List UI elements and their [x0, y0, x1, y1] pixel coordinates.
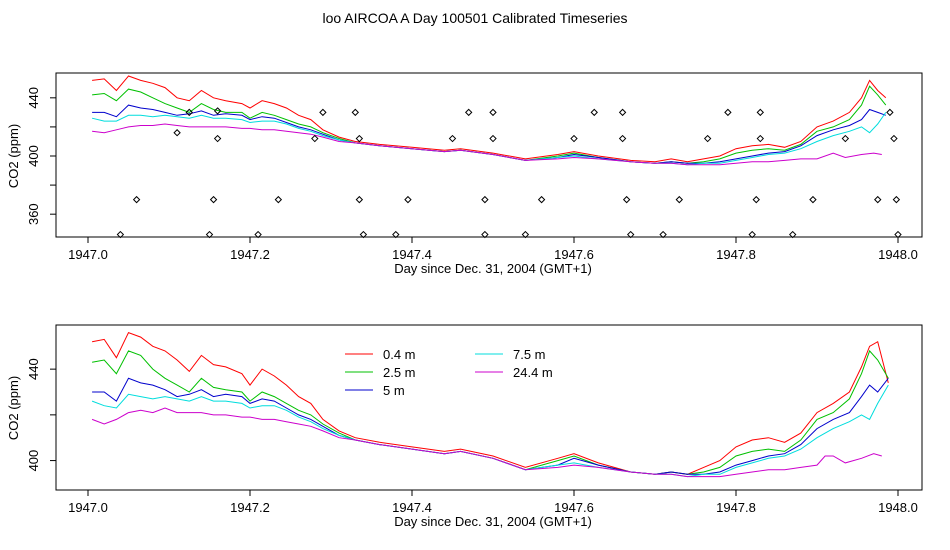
diamond-marker	[213, 107, 222, 115]
page-title: loo AIRCOA A Day 100501 Calibrated Times…	[322, 10, 628, 26]
diamond-marker	[209, 195, 218, 204]
x-tick-label: 1947.6	[554, 500, 594, 515]
diamond-marker	[464, 108, 473, 117]
diamond-marker	[521, 230, 530, 239]
diamond-marker	[724, 108, 732, 117]
series-line-2	[92, 85, 887, 164]
x-tick-label: 1948.0	[878, 247, 918, 262]
diamond-marker	[886, 108, 894, 117]
diamond-marker	[788, 230, 797, 239]
diamond-marker	[355, 134, 364, 143]
series-line-1	[92, 331, 889, 475]
diamond-marker	[392, 230, 400, 239]
diamond-marker	[894, 230, 902, 239]
diamond-marker	[890, 134, 898, 143]
legend-label: 2.5 m	[383, 365, 416, 380]
diamond-marker	[809, 195, 817, 204]
diamond-marker	[359, 230, 368, 239]
diamond-marker	[618, 134, 627, 143]
diamond-marker	[274, 195, 283, 204]
diamond-marker	[319, 108, 327, 117]
diamond-marker	[703, 134, 712, 143]
x-tick-label: 1947.0	[68, 500, 108, 515]
x-tick-label: 1947.2	[230, 247, 270, 262]
x-tick-label: 1947.2	[230, 500, 270, 515]
x-tick-label: 1947.6	[554, 247, 594, 262]
diamond-marker	[116, 230, 125, 239]
diamond-marker	[205, 230, 214, 239]
legend-label: 5 m	[383, 383, 405, 398]
diamond-marker	[355, 195, 364, 204]
legend-label: 0.4 m	[383, 347, 416, 362]
diamond-marker	[618, 108, 627, 117]
x-axis-label: Day since Dec. 31, 2004 (GMT+1)	[394, 261, 592, 276]
diamond-marker	[489, 108, 497, 117]
diamond-marker	[489, 134, 497, 143]
series-line-1	[92, 75, 887, 163]
diamond-marker	[874, 195, 882, 204]
diamond-marker	[132, 195, 141, 204]
y-tick-label: 440	[26, 87, 41, 109]
diamond-marker	[570, 134, 578, 143]
y-tick-label: 440	[26, 358, 41, 380]
y-axis-label: CO2 (ppm)	[6, 376, 21, 440]
diamond-marker	[404, 195, 412, 204]
diamond-marker	[752, 195, 760, 204]
diamond-marker	[311, 134, 319, 143]
y-tick-label: 400	[26, 450, 41, 472]
y-tick-label: 360	[26, 203, 41, 225]
diamond-marker	[213, 134, 222, 143]
legend-label: 24.4 m	[513, 365, 553, 380]
series-line-5	[92, 123, 882, 166]
diamond-marker	[756, 134, 765, 143]
series-line-4	[91, 112, 887, 166]
x-tick-label: 1947.0	[68, 247, 108, 262]
diamond-marker	[173, 129, 181, 137]
x-tick-label: 1947.8	[716, 247, 756, 262]
x-axis-label: Day since Dec. 31, 2004 (GMT+1)	[394, 514, 592, 529]
series-line-3	[92, 377, 889, 475]
diamond-marker	[481, 230, 489, 239]
series-line-4	[91, 384, 889, 478]
diamond-marker	[892, 195, 901, 204]
diamond-marker	[537, 195, 546, 204]
diamond-marker	[481, 195, 489, 204]
bottom-co2-chart: 1947.0 1947.2 1947.4 1947.6 1947.8 1948.0 Day …	[6, 324, 923, 529]
diamond-marker	[185, 108, 193, 117]
diamond-marker	[756, 108, 765, 117]
diamond-marker	[659, 230, 667, 239]
diamond-marker	[748, 230, 756, 239]
series-line-5	[91, 407, 882, 478]
x-tick-label: 1947.4	[392, 500, 432, 515]
y-tick-label: 400	[26, 145, 41, 167]
legend-label: 7.5 m	[513, 347, 546, 362]
diamond-marker	[254, 230, 262, 239]
x-tick-label: 1947.4	[392, 247, 432, 262]
plot-frame	[55, 72, 923, 238]
diamond-marker	[841, 134, 850, 143]
diamond-marker	[448, 134, 457, 143]
y-axis-label: CO2 (ppm)	[6, 124, 21, 188]
diamond-marker	[622, 195, 631, 204]
diamond-marker	[590, 108, 598, 117]
plot-frame	[55, 324, 923, 491]
diamond-marker	[626, 230, 635, 239]
top-co2-chart: 1947.0 1947.2 1947.4 1947.6 1947.8 1948.0 Day …	[6, 72, 923, 276]
diamond-marker	[675, 195, 684, 204]
x-tick-label: 1947.8	[716, 500, 756, 515]
x-tick-label: 1948.0	[878, 500, 918, 515]
diamond-marker	[351, 108, 360, 117]
